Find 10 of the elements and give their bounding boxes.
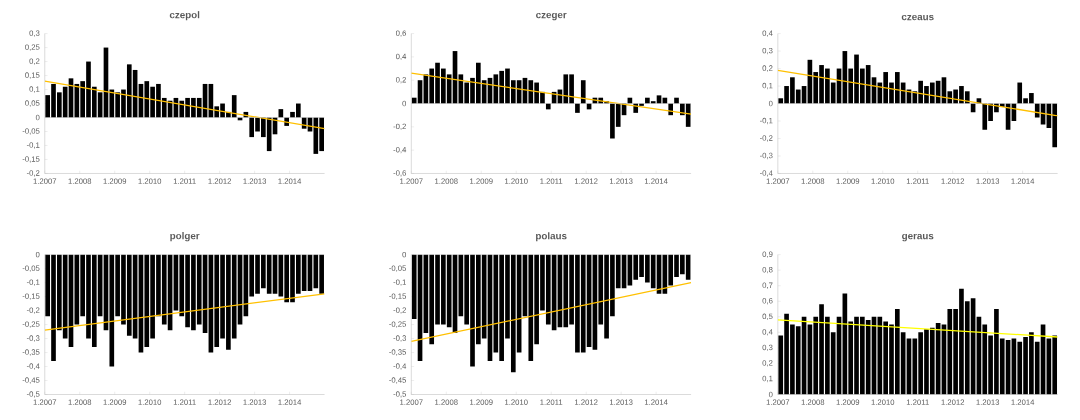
bar <box>545 103 551 110</box>
chart-title: polger <box>170 232 200 242</box>
bar <box>674 97 679 104</box>
chart-title: geraus <box>902 234 934 242</box>
chart-title: czeger <box>536 13 567 21</box>
bar <box>575 103 580 114</box>
chart-title: czeaus <box>901 15 934 21</box>
bar <box>580 80 586 104</box>
chart-title: polaus <box>536 232 567 242</box>
chart-title: czepol <box>169 11 200 21</box>
